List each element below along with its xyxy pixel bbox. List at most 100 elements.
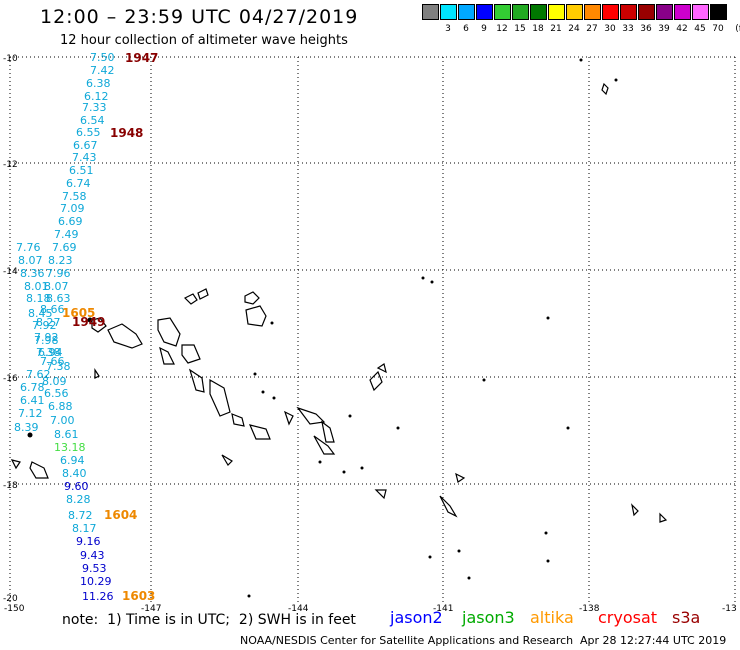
wave-height-value: 6.54 (80, 114, 105, 127)
wave-height-value: 7.58 (62, 190, 87, 203)
lat-label: -14 (3, 267, 18, 277)
wave-height-value: 9.43 (80, 549, 105, 562)
wave-height-value: 13.18 (54, 441, 86, 454)
wave-height-values: 7.507.426.386.127.336.546.556.677.436.51… (14, 51, 115, 603)
legend-label: 9 (481, 24, 487, 34)
map-title: 12:00 – 23:59 UTC 04/27/2019 (40, 6, 359, 28)
footer-credit: NOAA/NESDIS Center for Satellite Applica… (240, 634, 574, 647)
time-label: 1603 (122, 589, 155, 603)
lat-label: -10 (3, 54, 18, 64)
legend-swatch (458, 4, 475, 20)
legend-swatch (638, 4, 655, 20)
satellite-cryosat: cryosat (598, 608, 658, 627)
wave-height-value: 7.76 (16, 241, 41, 254)
lat-label: -18 (3, 481, 18, 491)
legend-label: 18 (532, 24, 544, 34)
legend-swatch (620, 4, 637, 20)
wave-height-value: 6.74 (66, 177, 91, 190)
satellite-jason3: jason3 (462, 608, 515, 627)
legend-label: 6 (463, 24, 469, 34)
time-label: 1949 (72, 315, 105, 329)
time-label: 1948 (110, 126, 143, 140)
lon-label: -147 (141, 604, 161, 614)
legend-label: 24 (568, 24, 580, 34)
legend-swatch (512, 4, 529, 20)
wave-height-value: 6.94 (38, 346, 63, 359)
wave-height-value: 8.18 (26, 292, 51, 305)
legend-swatch (674, 4, 691, 20)
legend-label: 36 (640, 24, 652, 34)
wave-height-value: 6.41 (20, 394, 45, 407)
legend-label: 15 (514, 24, 526, 34)
lon-label: -141 (433, 604, 453, 614)
wave-height-value: 7.42 (90, 64, 115, 77)
wave-height-value: 7.00 (50, 414, 75, 427)
satellite-altika: altika (530, 608, 574, 627)
legend-label: 3 (445, 24, 451, 34)
wave-height-value: 8.61 (54, 428, 79, 441)
wave-height-value: 9.16 (76, 535, 101, 548)
wave-height-value: 9.53 (82, 562, 107, 575)
wave-height-value: 7.38 (36, 346, 61, 359)
wave-height-value: 8.45 (28, 307, 53, 320)
wave-height-value: 8.27 (36, 316, 61, 329)
wave-height-value: 6.67 (73, 139, 98, 152)
wave-height-value: 8.28 (66, 493, 91, 506)
wave-height-value: 7.38 (46, 360, 71, 373)
legend-label: 39 (658, 24, 670, 34)
legend-label: 12 (496, 24, 508, 34)
wave-height-value: 6.12 (84, 90, 109, 103)
legend-swatch (494, 4, 511, 20)
legend-swatch (710, 4, 727, 20)
legend-swatch (440, 4, 457, 20)
wave-height-value: 10.29 (80, 575, 112, 588)
legend-label: 21 (550, 24, 562, 34)
legend-swatch (530, 4, 547, 20)
legend-swatch (566, 4, 583, 20)
legend-swatch (692, 4, 709, 20)
wave-height-value: 7.92 (34, 331, 59, 344)
wave-height-value: 7.92 (32, 319, 57, 332)
legend-unit: (ft) (735, 24, 740, 34)
satellite-s3a: s3a (672, 608, 701, 627)
lat-label: -16 (3, 374, 18, 384)
lat-label: -12 (3, 160, 18, 170)
time-label: 1605 (62, 306, 95, 320)
footer-note: note: 1) Time is in UTC; 2) SWH is in fe… (62, 612, 356, 628)
lon-label: -13 (722, 604, 737, 614)
wave-height-value: 8.01 (24, 280, 49, 293)
legend-swatch (548, 4, 565, 20)
lon-label: -138 (579, 604, 600, 614)
legend-label: 45 (694, 24, 706, 34)
wave-height-value: 7.98 (34, 334, 59, 347)
legend-label: 27 (586, 24, 598, 34)
legend-label: 33 (622, 24, 634, 34)
wave-height-value: 6.38 (86, 77, 111, 90)
small-islets (27, 58, 618, 598)
legend-swatch (656, 4, 673, 20)
legend-label: 42 (676, 24, 688, 34)
wave-height-value: 7.33 (82, 101, 107, 114)
wave-height-value: 7.43 (72, 151, 97, 164)
wave-height-value: 8.09 (42, 375, 67, 388)
wave-height-value: 6.78 (20, 381, 45, 394)
wave-height-value: 6.94 (60, 454, 85, 467)
wave-height-value: 8.39 (14, 421, 39, 434)
wave-height-value: 7.62 (26, 368, 51, 381)
wave-height-value: 8.07 (44, 280, 69, 293)
legend-swatch (476, 4, 493, 20)
wave-height-value: 8.63 (46, 292, 71, 305)
grid-lines (9, 56, 736, 603)
wave-height-value: 9.60 (64, 480, 89, 493)
map-subtitle: 12 hour collection of altimeter wave hei… (60, 33, 348, 48)
legend-label: 30 (604, 24, 616, 34)
wave-height-value: 7.50 (90, 51, 115, 64)
wave-height-value: 8.66 (40, 303, 65, 316)
wave-height-value: 8.17 (72, 522, 97, 535)
wave-height-value: 8.36 (20, 267, 45, 280)
legend-label: 70 (712, 24, 724, 34)
wave-height-value: 6.51 (69, 164, 94, 177)
wave-height-value: 6.55 (76, 126, 101, 139)
wave-height-value: 7.66 (40, 355, 65, 368)
